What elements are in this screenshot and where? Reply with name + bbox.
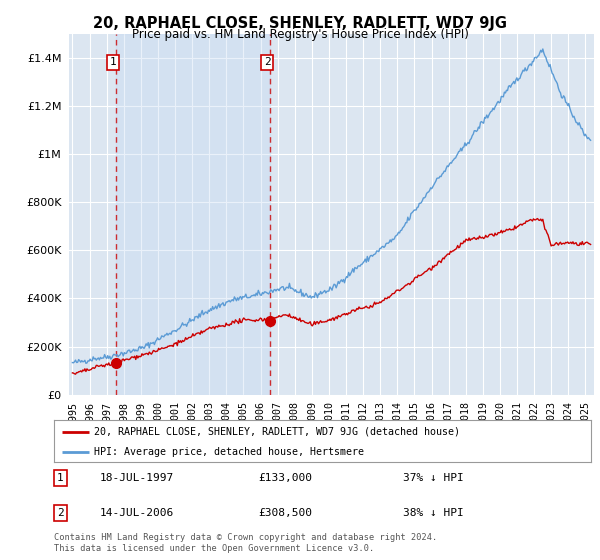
Text: 38% ↓ HPI: 38% ↓ HPI — [403, 508, 464, 518]
Text: 14-JUL-2006: 14-JUL-2006 — [100, 508, 174, 518]
Text: 2: 2 — [264, 58, 271, 68]
Bar — [116, 34, 270, 395]
Text: 1: 1 — [110, 58, 116, 68]
Text: 18-JUL-1997: 18-JUL-1997 — [100, 473, 174, 483]
Text: Price paid vs. HM Land Registry's House Price Index (HPI): Price paid vs. HM Land Registry's House … — [131, 28, 469, 41]
Text: £308,500: £308,500 — [258, 508, 312, 518]
Text: 37% ↓ HPI: 37% ↓ HPI — [403, 473, 464, 483]
Text: 2: 2 — [57, 508, 64, 518]
Text: 20, RAPHAEL CLOSE, SHENLEY, RADLETT, WD7 9JG: 20, RAPHAEL CLOSE, SHENLEY, RADLETT, WD7… — [93, 16, 507, 31]
Text: HPI: Average price, detached house, Hertsmere: HPI: Average price, detached house, Hert… — [94, 447, 364, 457]
Text: £133,000: £133,000 — [258, 473, 312, 483]
Text: Contains HM Land Registry data © Crown copyright and database right 2024.
This d: Contains HM Land Registry data © Crown c… — [54, 533, 437, 553]
Text: 20, RAPHAEL CLOSE, SHENLEY, RADLETT, WD7 9JG (detached house): 20, RAPHAEL CLOSE, SHENLEY, RADLETT, WD7… — [94, 427, 460, 437]
Text: 1: 1 — [57, 473, 64, 483]
